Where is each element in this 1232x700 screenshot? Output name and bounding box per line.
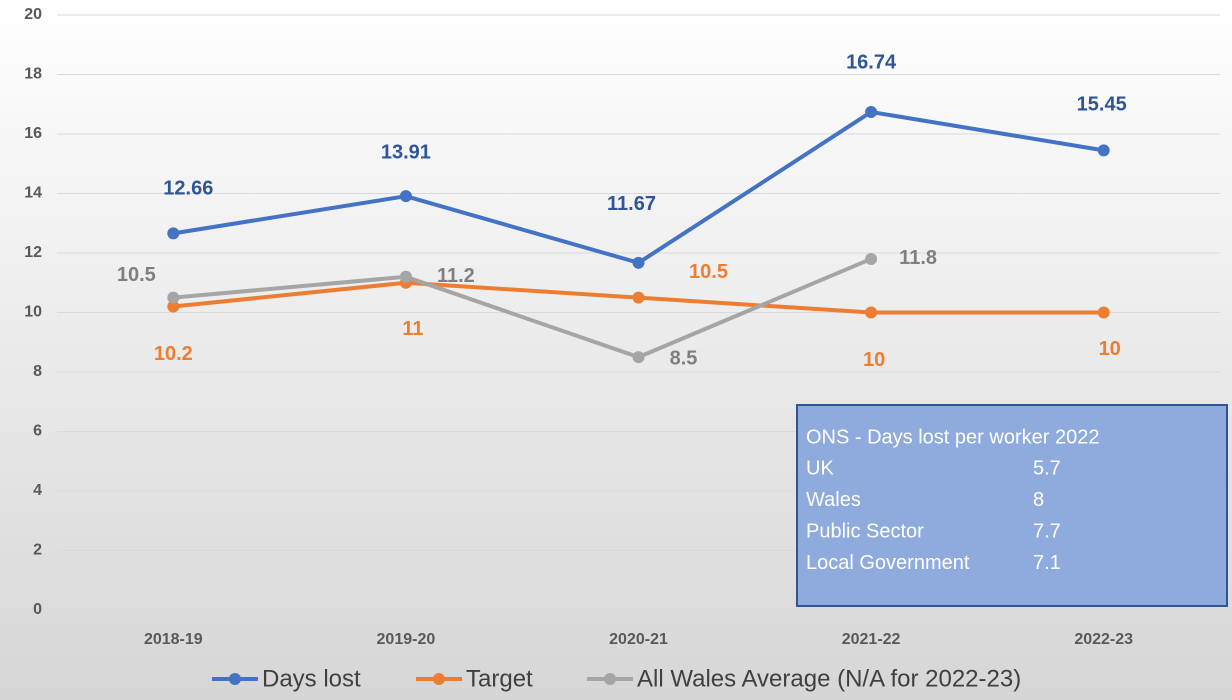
point <box>167 291 180 304</box>
legend-label: Target <box>466 665 533 692</box>
box-row-label: Local Government <box>806 552 970 574</box>
y-tick-label: 14 <box>24 185 42 202</box>
point <box>632 351 645 364</box>
y-tick-label: 10 <box>24 304 42 321</box>
box-row-value: 7.7 <box>1033 520 1061 542</box>
legend-label: All Wales Average (N/A for 2022-23) <box>637 665 1021 692</box>
point <box>865 252 878 265</box>
y-tick-label: 16 <box>24 125 42 142</box>
x-tick-label: 2019-20 <box>377 631 436 648</box>
data-label: 12.66 <box>163 178 213 200</box>
x-tick-label: 2018-19 <box>144 631 203 648</box>
point <box>167 300 180 313</box>
y-tick-label: 12 <box>24 244 42 261</box>
box-row-value: 5.7 <box>1033 457 1061 479</box>
data-label: 10 <box>1099 338 1121 360</box>
data-label: 10 <box>863 349 885 371</box>
plot: 12.66 13.91 11.67 16.74 15.45 10.2 11 10.5 10 10 1… <box>117 51 1127 371</box>
y-tick-label: 0 <box>33 601 42 618</box>
y-tick-label: 20 <box>24 6 42 23</box>
point <box>399 190 412 203</box>
legend-label: Days lost <box>262 665 361 692</box>
data-label: 10.5 <box>689 261 728 283</box>
point <box>1097 144 1110 157</box>
data-label: 11.2 <box>437 265 475 287</box>
data-label: 16.74 <box>846 51 897 73</box>
data-label: 13.91 <box>381 141 431 163</box>
point <box>1097 306 1110 319</box>
point <box>167 227 180 240</box>
point <box>865 105 878 118</box>
x-tick-label: 2021-22 <box>842 631 901 648</box>
series-line <box>173 257 872 360</box>
legend-marker <box>433 673 445 685</box>
box-row-value: 7.1 <box>1033 552 1061 574</box>
box-row-label: Public Sector <box>806 520 924 542</box>
y-tick-label: 6 <box>33 423 42 440</box>
point <box>865 306 878 319</box>
box-title: ONS - Days lost per worker 2022 <box>806 426 1099 448</box>
x-tick-label: 2020-21 <box>609 631 668 648</box>
y-tick-label: 2 <box>33 542 42 559</box>
box-row-label: UK <box>806 457 834 479</box>
data-label: 15.45 <box>1077 94 1127 116</box>
data-label: 11 <box>402 318 423 340</box>
x-tick-label: 2022-23 <box>1074 631 1133 648</box>
y-tick-label: 18 <box>24 66 42 83</box>
point <box>632 256 645 269</box>
data-label: 10.5 <box>117 264 156 286</box>
point <box>399 270 412 283</box>
data-label: 10.2 <box>154 343 193 365</box>
box-row-value: 8 <box>1033 489 1044 511</box>
legend-marker <box>604 673 616 685</box>
data-label: 8.5 <box>670 347 698 369</box>
legend-marker <box>229 673 241 685</box>
box <box>796 404 1228 607</box>
data-label: 11.67 <box>607 193 656 215</box>
y-tick-label: 4 <box>33 482 42 499</box>
box-row-label: Wales <box>806 489 861 511</box>
point <box>632 291 645 304</box>
y-tick-label: 8 <box>33 363 42 380</box>
data-label: 11.8 <box>899 247 937 269</box>
annotation-box: ONS - Days lost per worker 2022 UK 5.7 Wale… <box>796 404 1228 607</box>
legend: Days lost Target All Wales Average (N/A fo… <box>212 665 1021 692</box>
